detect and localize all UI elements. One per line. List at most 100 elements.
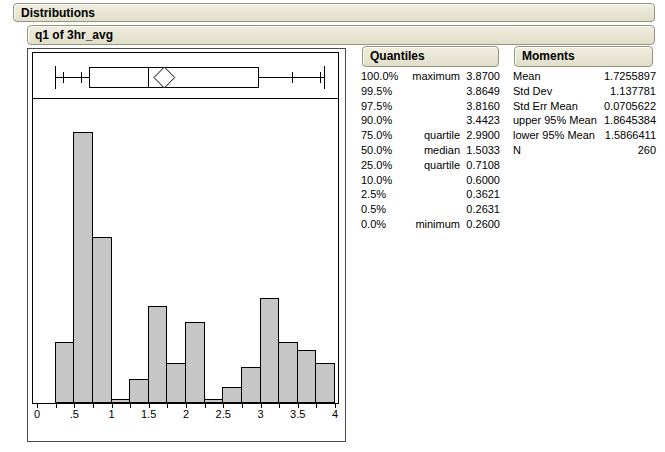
- quantile-pct: 99.5%: [361, 84, 407, 99]
- histogram-bar[interactable]: [55, 342, 75, 403]
- quantiles-table: 100.0% maximum 3.8700 99.5% 3.8649 97.5%…: [361, 69, 500, 232]
- quantiles-panel-header[interactable]: Quantiles: [362, 46, 499, 67]
- quantile-row: 2.5% 0.3621: [361, 187, 500, 202]
- quantile-row: 0.5% 0.2631: [361, 202, 500, 217]
- moments-panel-header[interactable]: Moments: [514, 46, 653, 67]
- x-axis-tick: [56, 404, 57, 408]
- quantile-value: 3.8160: [460, 99, 500, 114]
- moment-label: N: [513, 143, 521, 158]
- histogram-bar[interactable]: [204, 399, 224, 403]
- quantile-row: 100.0% maximum 3.8700: [361, 69, 500, 84]
- quantile-row: 90.0% 3.4423: [361, 113, 500, 128]
- x-axis-tick: [242, 404, 243, 408]
- quantile-value: 1.5033: [460, 143, 500, 158]
- boxplot-histogram-divider: [33, 98, 338, 99]
- quantile-pct: 97.5%: [361, 99, 407, 114]
- quantile-pct: 10.0%: [361, 173, 407, 188]
- moment-value: 260: [638, 143, 656, 158]
- moment-label: Mean: [513, 69, 541, 84]
- x-axis-label: .5: [70, 408, 79, 420]
- histogram-bar[interactable]: [148, 306, 168, 403]
- outline-header-distributions[interactable]: Distributions: [13, 3, 655, 22]
- quantile-label: quartile: [407, 158, 460, 173]
- moment-row: Std Dev 1.137781: [513, 84, 656, 99]
- histogram-bar[interactable]: [222, 387, 242, 403]
- moment-row: upper 95% Mean 1.8645384: [513, 113, 656, 128]
- moment-value: 1.5866411: [605, 128, 656, 143]
- histogram-bar[interactable]: [185, 322, 205, 403]
- moment-value: 1.8645384: [604, 113, 656, 128]
- x-axis-label: 4: [332, 408, 338, 420]
- moment-value: 1.7255897: [604, 69, 656, 84]
- x-axis-label: 2.5: [216, 408, 231, 420]
- x-axis-tick: [167, 404, 168, 408]
- x-axis-tick: [130, 404, 131, 408]
- graph-panel: 0.511.522.533.54: [27, 48, 346, 442]
- x-axis-tick: [93, 404, 94, 408]
- histogram-bar[interactable]: [92, 237, 112, 403]
- x-axis-label: 3.5: [290, 408, 305, 420]
- histogram-bar[interactable]: [111, 399, 131, 403]
- quantile-label: [407, 202, 460, 217]
- x-axis-tick: [205, 404, 206, 408]
- quantile-pct: 50.0%: [361, 143, 407, 158]
- x-axis-label: 1: [108, 408, 114, 420]
- moment-value: 1.137781: [610, 84, 656, 99]
- quantile-value: 0.2631: [460, 202, 500, 217]
- moment-label: lower 95% Mean: [513, 128, 595, 143]
- boxplot-quantile-tick: [320, 72, 321, 83]
- boxplot-quantile-tick: [81, 72, 82, 83]
- x-axis-tick: [279, 404, 280, 408]
- quantile-row: 50.0% median 1.5033: [361, 143, 500, 158]
- x-axis-label: 3: [257, 408, 263, 420]
- moment-row: N 260: [513, 143, 656, 158]
- quantile-pct: 0.0%: [361, 217, 407, 232]
- quantile-label: [407, 173, 460, 188]
- quantile-value: 0.3621: [460, 187, 500, 202]
- quantile-pct: 75.0%: [361, 128, 407, 143]
- histogram-bar[interactable]: [129, 379, 149, 403]
- moment-value: 0.0705622: [604, 99, 656, 114]
- quantile-pct: 100.0%: [361, 69, 407, 84]
- x-axis-tick: [316, 404, 317, 408]
- moment-label: Std Err Mean: [513, 99, 578, 114]
- quantile-label: quartile: [407, 128, 460, 143]
- boxplot-left-whisker: [55, 77, 89, 78]
- boxplot-quantile-tick: [292, 72, 293, 83]
- quantile-label: [407, 99, 460, 114]
- quantile-value: 0.2600: [460, 217, 500, 232]
- quantile-value: 2.9900: [460, 128, 500, 143]
- boxplot-whisker-endcap: [55, 66, 56, 89]
- plot-frame[interactable]: [32, 52, 339, 404]
- quantile-pct: 90.0%: [361, 113, 407, 128]
- histogram-bar[interactable]: [73, 132, 93, 403]
- histogram-bar[interactable]: [166, 363, 186, 403]
- boxplot-whisker-endcap: [324, 66, 325, 89]
- quantile-value: 3.8700: [460, 69, 500, 84]
- outline-header-variable[interactable]: q1 of 3hr_avg: [27, 25, 655, 45]
- x-axis-label: 1.5: [141, 408, 156, 420]
- histogram-bar[interactable]: [260, 298, 280, 403]
- moment-label: Std Dev: [513, 84, 552, 99]
- histogram-bar[interactable]: [241, 367, 261, 403]
- quantile-label: [407, 84, 460, 99]
- quantile-label: median: [407, 143, 460, 158]
- quantile-row: 99.5% 3.8649: [361, 84, 500, 99]
- quantile-pct: 25.0%: [361, 158, 407, 173]
- quantile-value: 0.7108: [460, 158, 500, 173]
- quantile-row: 97.5% 3.8160: [361, 99, 500, 114]
- moment-row: Mean 1.7255897: [513, 69, 656, 84]
- quantile-value: 0.6000: [460, 173, 500, 188]
- moment-row: lower 95% Mean 1.5866411: [513, 128, 656, 143]
- boxplot-mean-diamond-icon: [154, 67, 175, 88]
- quantile-label: [407, 187, 460, 202]
- boxplot-quantile-tick: [63, 72, 64, 83]
- quantile-row: 75.0% quartile 2.9900: [361, 128, 500, 143]
- histogram-bar[interactable]: [278, 342, 298, 403]
- quantile-pct: 0.5%: [361, 202, 407, 217]
- quantile-pct: 2.5%: [361, 187, 407, 202]
- histogram-bar[interactable]: [297, 350, 317, 403]
- quantile-row: 25.0% quartile 0.7108: [361, 158, 500, 173]
- moment-row: Std Err Mean 0.0705622: [513, 99, 656, 114]
- histogram-bar[interactable]: [315, 363, 335, 403]
